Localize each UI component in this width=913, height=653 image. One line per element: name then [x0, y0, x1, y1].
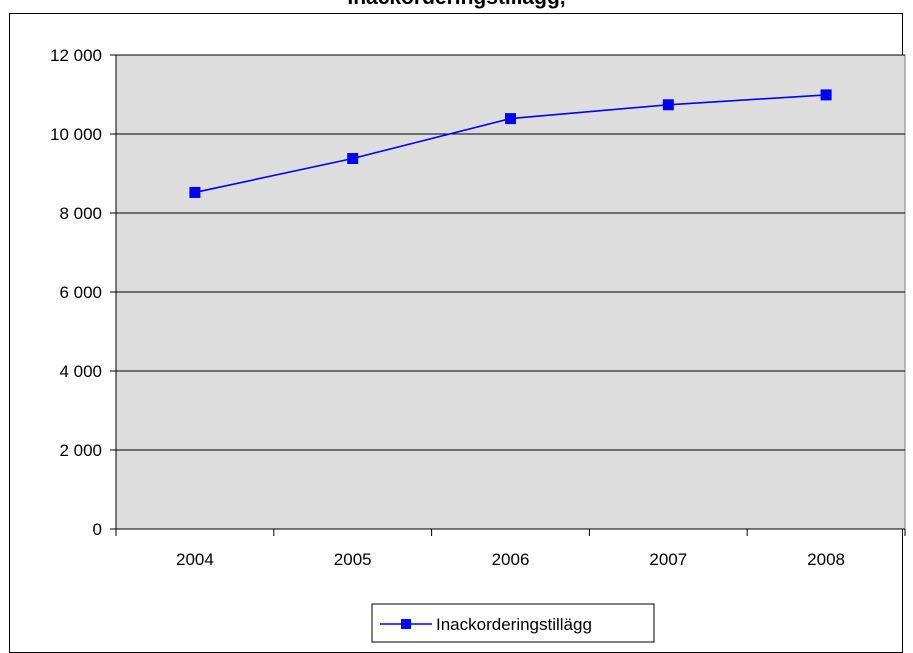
y-tick-label: 8 000 — [59, 204, 102, 223]
legend-label: Inackorderingstillägg — [436, 615, 592, 634]
x-tick-label: 2008 — [807, 550, 845, 569]
y-tick-label: 12 000 — [50, 46, 102, 65]
y-tick-label: 2 000 — [59, 441, 102, 460]
chart-title: Inackorderingstillägg, — [0, 0, 913, 10]
y-tick-label: 6 000 — [59, 283, 102, 302]
y-tick-label: 4 000 — [59, 362, 102, 381]
y-tick-label: 10 000 — [50, 125, 102, 144]
legend-box — [371, 603, 655, 643]
legend-marker — [401, 619, 411, 629]
x-tick-label: 2006 — [492, 550, 530, 569]
data-point — [820, 89, 832, 101]
data-point — [662, 99, 674, 111]
data-point — [347, 152, 359, 164]
x-tick-label: 2005 — [334, 550, 372, 569]
data-point — [505, 113, 516, 125]
y-tick-label: 0 — [93, 520, 102, 539]
x-tick-label: 2007 — [649, 550, 687, 569]
data-point — [189, 186, 201, 198]
x-tick-label: 2004 — [176, 550, 214, 569]
